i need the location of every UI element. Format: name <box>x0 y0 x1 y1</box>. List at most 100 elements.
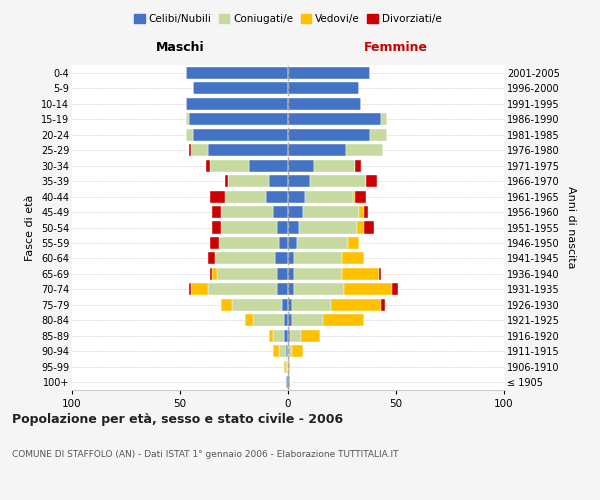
Bar <box>208 252 215 264</box>
Bar <box>187 98 288 110</box>
Bar <box>188 144 191 156</box>
Bar <box>288 222 299 234</box>
Bar <box>193 128 288 140</box>
Bar <box>208 144 288 156</box>
Bar <box>331 299 381 311</box>
Bar <box>288 190 305 202</box>
Bar <box>288 175 310 187</box>
Bar <box>288 268 295 280</box>
Bar <box>286 346 288 358</box>
Bar <box>288 160 314 172</box>
Bar <box>355 160 361 172</box>
Bar <box>210 190 226 202</box>
Bar <box>249 160 288 172</box>
Bar <box>226 190 266 202</box>
Bar <box>288 330 290 342</box>
Bar <box>188 284 191 296</box>
Bar <box>210 268 212 280</box>
Bar <box>288 299 292 311</box>
Bar <box>245 314 253 326</box>
Bar <box>364 206 368 218</box>
Bar <box>212 222 221 234</box>
Bar <box>359 206 364 218</box>
Bar <box>392 284 398 296</box>
Bar <box>288 82 359 94</box>
Bar <box>284 361 286 373</box>
Y-axis label: Anni di nascita: Anni di nascita <box>566 186 577 269</box>
Bar <box>314 160 355 172</box>
Bar <box>219 237 280 249</box>
Bar <box>305 190 353 202</box>
Bar <box>366 175 377 187</box>
Bar <box>284 330 288 342</box>
Bar <box>273 346 280 358</box>
Bar <box>215 252 275 264</box>
Bar <box>221 206 273 218</box>
Text: Femmine: Femmine <box>364 41 428 54</box>
Bar <box>346 144 383 156</box>
Bar <box>269 330 273 342</box>
Bar <box>273 330 284 342</box>
Legend: Celibi/Nubili, Coniugati/e, Vedovi/e, Divorziati/e: Celibi/Nubili, Coniugati/e, Vedovi/e, Di… <box>130 10 446 29</box>
Bar <box>221 299 232 311</box>
Bar <box>210 237 219 249</box>
Bar <box>286 376 288 388</box>
Bar <box>288 376 290 388</box>
Bar <box>288 252 295 264</box>
Bar <box>288 206 303 218</box>
Bar <box>206 160 210 172</box>
Bar <box>292 346 303 358</box>
Bar <box>232 299 281 311</box>
Bar <box>191 144 208 156</box>
Bar <box>187 113 188 125</box>
Y-axis label: Fasce di età: Fasce di età <box>25 194 35 260</box>
Bar <box>353 190 355 202</box>
Bar <box>281 299 288 311</box>
Bar <box>288 284 295 296</box>
Bar <box>212 268 217 280</box>
Bar <box>280 346 286 358</box>
Bar <box>288 237 296 249</box>
Bar <box>187 66 288 79</box>
Bar <box>217 268 277 280</box>
Bar <box>310 175 366 187</box>
Bar <box>292 299 331 311</box>
Bar <box>290 330 301 342</box>
Bar <box>342 252 364 264</box>
Bar <box>296 237 349 249</box>
Bar <box>355 190 366 202</box>
Bar <box>221 222 277 234</box>
Bar <box>253 314 284 326</box>
Bar <box>277 284 288 296</box>
Bar <box>191 284 208 296</box>
Bar <box>344 284 392 296</box>
Bar <box>342 268 379 280</box>
Bar <box>280 237 288 249</box>
Bar <box>269 175 288 187</box>
Bar <box>208 284 277 296</box>
Bar <box>299 222 357 234</box>
Text: Maschi: Maschi <box>155 41 205 54</box>
Bar <box>288 144 346 156</box>
Bar <box>381 299 385 311</box>
Bar <box>210 160 249 172</box>
Bar <box>193 82 288 94</box>
Bar <box>288 66 370 79</box>
Bar <box>301 330 320 342</box>
Bar <box>277 268 288 280</box>
Bar <box>188 113 288 125</box>
Bar <box>288 361 290 373</box>
Bar <box>288 314 292 326</box>
Bar <box>288 113 381 125</box>
Bar <box>275 252 288 264</box>
Bar <box>295 252 342 264</box>
Bar <box>284 314 288 326</box>
Bar <box>370 128 388 140</box>
Bar <box>357 222 364 234</box>
Bar <box>288 346 292 358</box>
Bar <box>273 206 288 218</box>
Bar <box>381 113 388 125</box>
Bar <box>226 175 227 187</box>
Bar <box>288 128 370 140</box>
Bar <box>323 314 364 326</box>
